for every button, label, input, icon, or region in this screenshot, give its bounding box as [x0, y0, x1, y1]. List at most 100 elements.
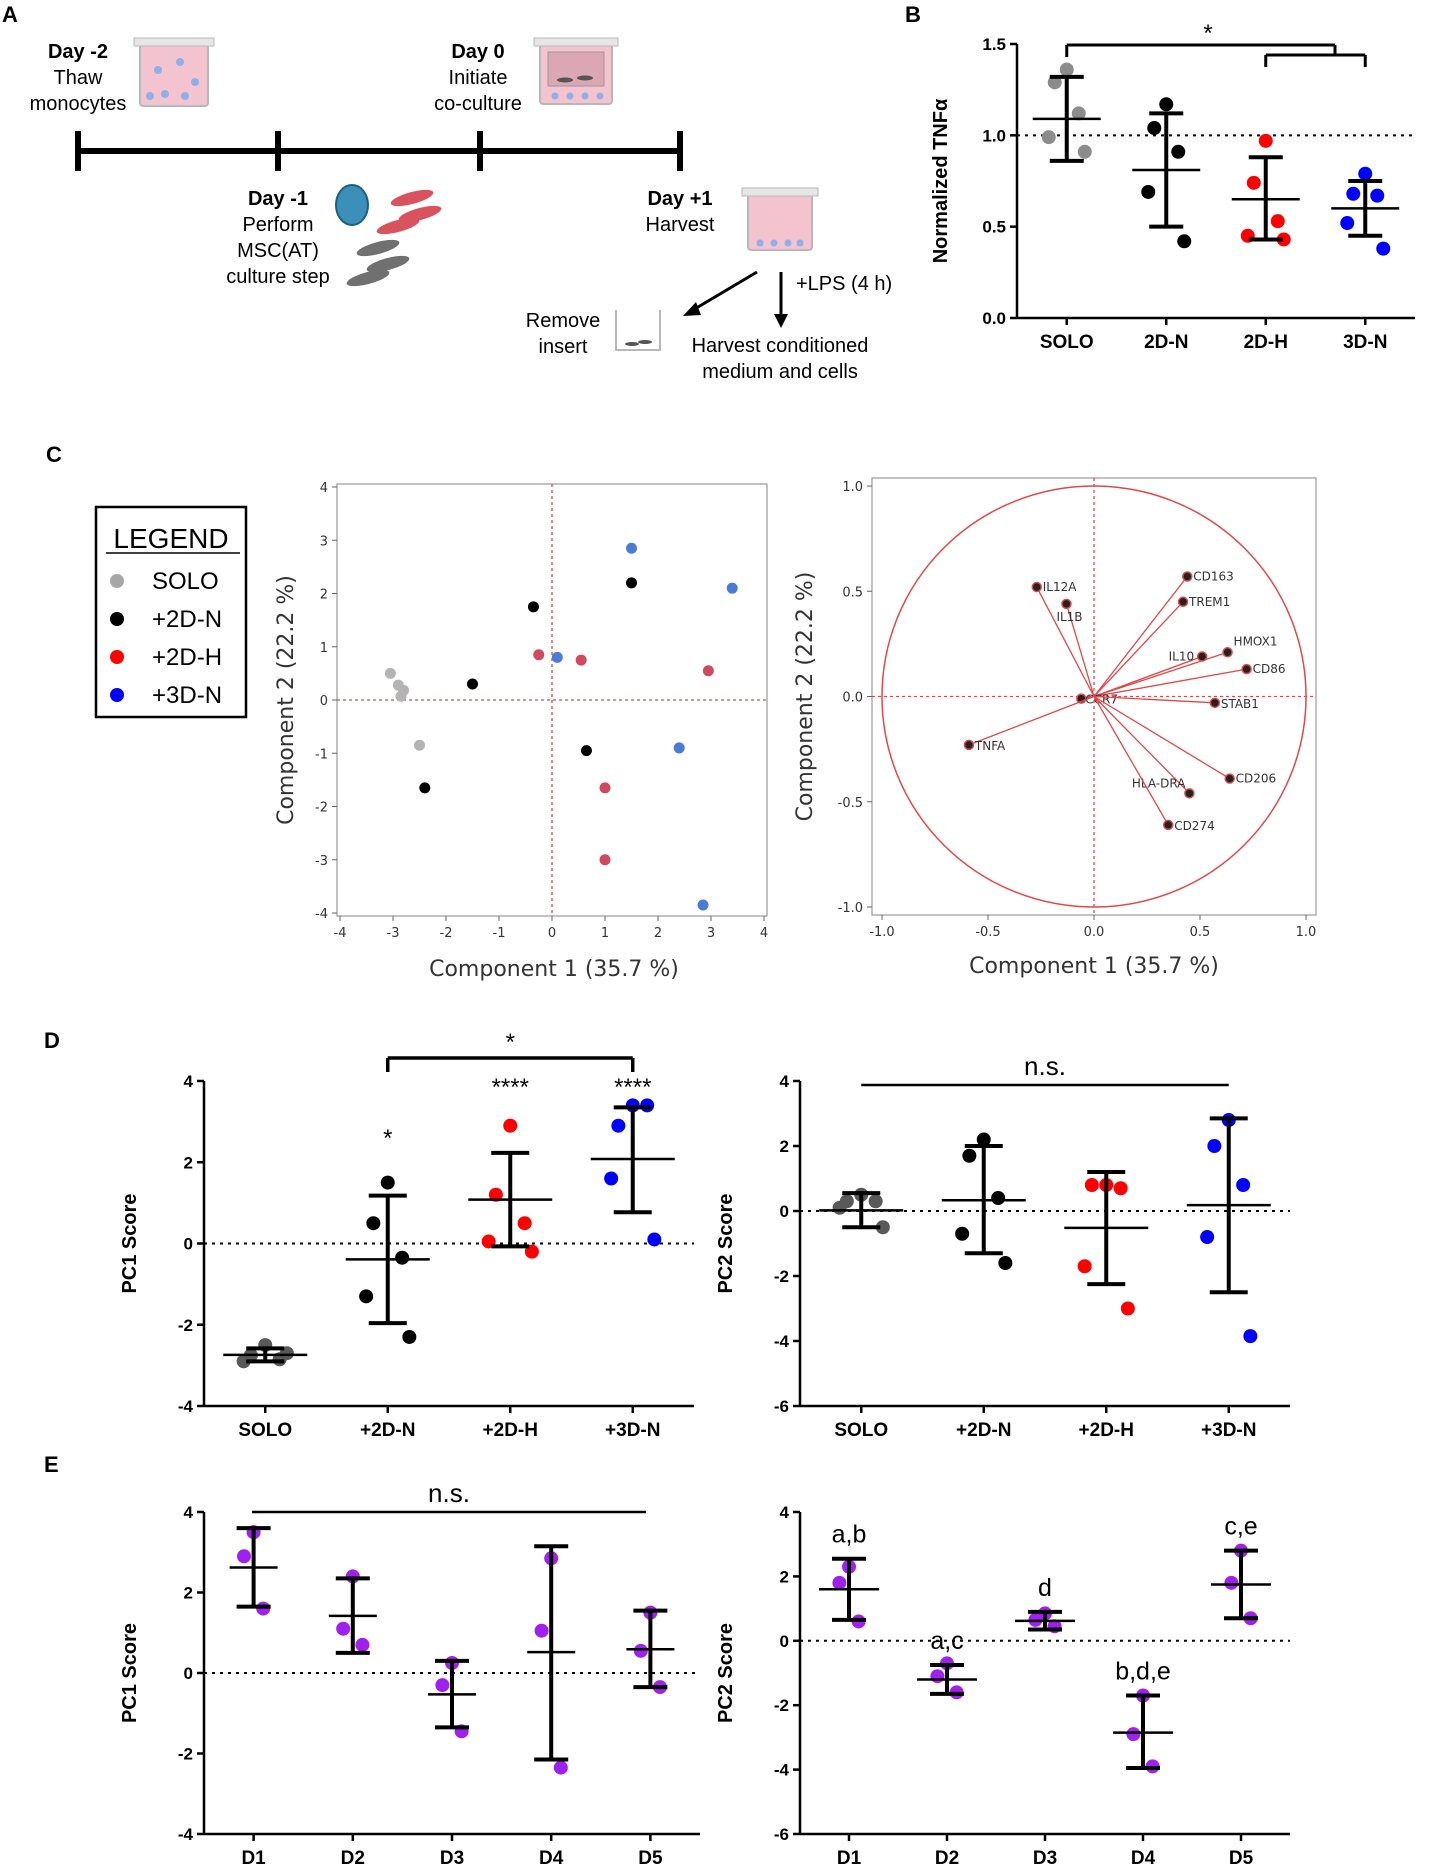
loading-vector	[1093, 576, 1188, 697]
legend-label: SOLO	[152, 568, 219, 595]
msc-cells-icon	[335, 184, 442, 287]
sig-label: n.s.	[1024, 1051, 1066, 1081]
day-minus2-line1: Thaw	[54, 67, 103, 89]
x-tick-label: D4	[1131, 1848, 1156, 1869]
day-plus1-line1: Harvest	[646, 214, 715, 236]
data-point	[402, 1329, 417, 1344]
loading-point	[1031, 581, 1043, 593]
day-minus1-line2: MSC(AT)	[237, 240, 319, 262]
loading-point	[1241, 663, 1252, 675]
y-tick-label: -2	[178, 1316, 193, 1335]
sig-label: a,b	[832, 1521, 867, 1549]
y-tick-label: 4	[320, 481, 328, 496]
y-tick-label: 2	[184, 1153, 193, 1172]
y-tick-label: 0.5	[842, 585, 863, 600]
data-point	[998, 1256, 1013, 1270]
loading-label: CD163	[1193, 570, 1234, 584]
y-tick-label: 3	[320, 534, 328, 549]
score-point	[580, 745, 592, 757]
data-point	[875, 1220, 890, 1235]
y-axis-title: PC2 Score	[715, 1623, 737, 1723]
y-tick-label: 1	[320, 641, 328, 656]
data-point	[236, 1354, 251, 1369]
x-tick-label: -3	[387, 926, 400, 941]
data-point	[237, 1549, 251, 1564]
data-point	[366, 1216, 381, 1231]
data-point	[1270, 214, 1285, 229]
data-point	[832, 1575, 847, 1590]
x-tick-label: +2D-N	[956, 1420, 1011, 1441]
x-tick-label: D3	[1033, 1848, 1057, 1869]
loading-point	[1061, 598, 1072, 610]
data-point	[633, 1643, 648, 1658]
panel-label-e: E	[44, 1452, 59, 1477]
y-tick-label: 1.0	[982, 126, 1006, 145]
y-tick-label: 0.0	[842, 691, 863, 706]
y-tick-label: -4	[774, 1332, 790, 1351]
y-tick-label: 2	[780, 1137, 789, 1156]
x-axis-title: Component 1 (35.7 %)	[969, 954, 1219, 979]
loading-point	[963, 739, 975, 751]
x-tick-label: D1	[241, 1848, 266, 1869]
y-axis-title: PC1 Score	[119, 1193, 141, 1293]
x-tick-label: 0.0	[1084, 925, 1105, 940]
score-point	[673, 742, 685, 754]
data-point	[955, 1226, 970, 1241]
x-tick-label: +2D-H	[483, 1420, 538, 1441]
data-point	[1113, 1181, 1128, 1196]
y-tick-label: -4	[178, 1397, 194, 1416]
data-point	[1077, 144, 1092, 159]
y-tick-label: 1.0	[842, 480, 863, 495]
data-point	[1177, 234, 1192, 249]
score-point	[384, 667, 396, 679]
legend-swatch	[110, 612, 124, 626]
panel-a: A Day -2 Thaw monocytes Day 0 Initiate c…	[2, 2, 892, 383]
y-tick-label: -2	[178, 1745, 193, 1764]
loading-label: IL1B	[1056, 610, 1082, 624]
data-point	[1141, 184, 1156, 199]
score-point	[599, 854, 611, 866]
score-point	[467, 678, 478, 690]
data-point	[503, 1118, 518, 1133]
y-tick-label: 2	[780, 1567, 789, 1586]
x-tick-label: +3D-N	[605, 1420, 660, 1441]
panel-label-d: D	[44, 1028, 60, 1053]
sig-label: ****	[492, 1074, 529, 1101]
sig-label: a,c	[930, 1627, 963, 1655]
data-point	[1370, 188, 1385, 203]
day-minus1-line1: Perform	[242, 214, 313, 236]
data-point	[534, 1623, 549, 1638]
loading-vector	[1093, 695, 1215, 704]
y-tick-label: -4	[774, 1761, 790, 1780]
data-point	[1340, 216, 1355, 231]
loading-vector	[1093, 601, 1184, 697]
y-tick-label: 0	[320, 694, 328, 709]
x-tick-label: D5	[638, 1848, 663, 1869]
x-tick-label: +2D-N	[360, 1420, 415, 1441]
remove-insert-line2: insert	[539, 336, 588, 358]
data-point	[1126, 1727, 1141, 1742]
y-tick-label: -2	[315, 801, 328, 816]
data-point	[832, 1200, 847, 1215]
x-tick-label: SOLO	[1040, 332, 1094, 353]
data-point	[604, 1171, 619, 1186]
legend-box	[94, 505, 248, 719]
y-tick-label: 0	[184, 1664, 193, 1683]
loading-vector	[968, 695, 1095, 746]
insert-icon	[615, 310, 661, 351]
y-tick-label: 0	[780, 1632, 789, 1651]
y-tick-label: 1.5	[982, 35, 1006, 54]
y-tick-label: -0.5	[838, 796, 863, 811]
loading-label: STAB1	[1221, 697, 1259, 711]
x-tick-label: 4	[760, 926, 768, 941]
chart-e-pc2: -6 -4 -2 0 2 4 D1 D2 D3 D4 D5 PC2 Score a,b a,c d b,d,e…	[715, 1503, 1290, 1869]
loading-vector	[1036, 586, 1095, 697]
x-tick-label: 1.0	[1296, 925, 1317, 940]
loading-vector	[1093, 696, 1190, 794]
harvest-conditioned-line2: medium and cells	[702, 361, 858, 383]
x-tick-label: SOLO	[238, 1420, 292, 1441]
x-axis-title: Component 1 (35.7 %)	[429, 957, 679, 982]
arrowhead-icon	[774, 314, 788, 328]
x-tick-label: D2	[935, 1848, 959, 1869]
loading-vector	[1065, 603, 1095, 697]
